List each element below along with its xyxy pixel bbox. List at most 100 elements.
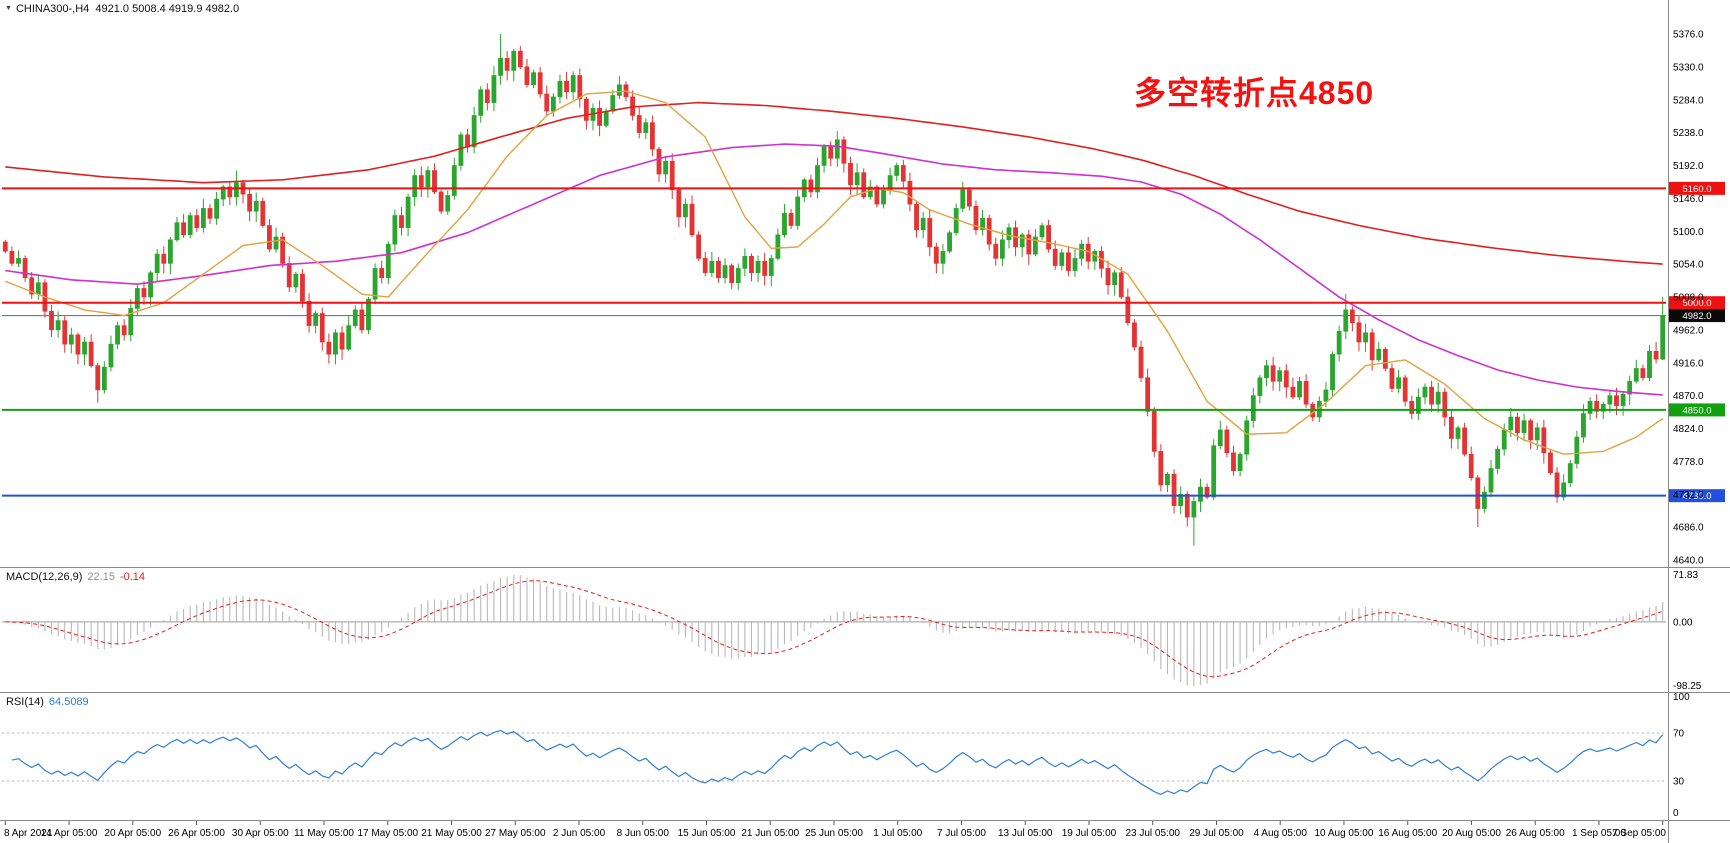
candle-body xyxy=(1534,427,1540,441)
candle-body xyxy=(1052,248,1058,266)
candle-body xyxy=(1396,377,1401,389)
candle-body xyxy=(1627,381,1633,395)
ma-line-medium-magenta xyxy=(5,143,1663,396)
candle-body xyxy=(16,258,21,264)
candle-body xyxy=(1138,346,1144,379)
candle-body xyxy=(1112,272,1118,286)
candle-body xyxy=(1211,445,1217,498)
price-level-tag-text: 4730.0 xyxy=(1682,491,1711,502)
candle-body xyxy=(1614,395,1619,406)
candle-body xyxy=(35,282,41,295)
candle-body xyxy=(669,160,675,191)
candle-body xyxy=(1039,225,1045,238)
candle-body xyxy=(702,258,708,274)
candle-body xyxy=(445,195,451,212)
candle-body xyxy=(881,189,886,205)
time-axis-label: 29 Jul 05:00 xyxy=(1189,828,1244,839)
candle-body xyxy=(1323,389,1329,402)
candle-body xyxy=(616,84,622,96)
time-axis-label: 14 Apr 05:00 xyxy=(41,828,98,839)
candle-body xyxy=(1653,351,1659,360)
candle-body xyxy=(1415,396,1421,414)
candle-body xyxy=(1250,395,1256,421)
price-level-tag-text: 4850.0 xyxy=(1682,405,1711,416)
candle-body xyxy=(1204,486,1210,498)
time-axis-label: 13 Jul 05:00 xyxy=(998,828,1053,839)
time-axis-label: 1 Jul 05:00 xyxy=(873,828,922,839)
price-axis-label: 5054.0 xyxy=(1673,260,1704,271)
candle-body xyxy=(181,222,186,236)
rsi-line xyxy=(11,729,1664,796)
candle-body xyxy=(1369,332,1375,361)
candle-body xyxy=(1297,381,1302,398)
candle-body xyxy=(1468,453,1474,479)
candle-body xyxy=(339,332,345,350)
candle-body xyxy=(1303,381,1309,405)
candle-body xyxy=(735,268,741,284)
candle-body xyxy=(207,208,213,219)
price-axis-label: 5100.0 xyxy=(1673,227,1704,238)
candle-body xyxy=(286,263,292,288)
candle-body xyxy=(980,218,985,231)
candle-body xyxy=(828,146,834,159)
horizontal-levels xyxy=(2,187,1666,497)
time-axis-label: 2 Jun 05:00 xyxy=(553,828,606,839)
price-axis-label: 5008.0 xyxy=(1673,293,1704,304)
macd-main-value: 22.15 xyxy=(87,571,115,583)
candle-body xyxy=(683,203,688,218)
current-price-tag xyxy=(1669,309,1725,323)
candle-body xyxy=(108,343,114,368)
candle-body xyxy=(1231,452,1236,471)
price-level-tag xyxy=(1669,403,1725,417)
price-axis-label: 5192.0 xyxy=(1673,161,1704,172)
candle-body xyxy=(933,246,939,264)
candle-body xyxy=(267,225,272,250)
candle-body xyxy=(854,172,860,186)
candle-body xyxy=(1171,473,1177,506)
candle-body xyxy=(68,334,74,345)
price-axis-label: 4870.0 xyxy=(1673,391,1704,402)
candle-body xyxy=(1376,348,1382,361)
candle-body xyxy=(1409,401,1415,414)
candle-body xyxy=(1567,463,1573,484)
candle-body xyxy=(451,165,457,196)
candle-body xyxy=(372,268,378,300)
time-axis-label: 1 Sep 05:00 xyxy=(1572,828,1626,839)
candle-body xyxy=(418,175,424,188)
candle-body xyxy=(550,96,556,112)
candle-body xyxy=(821,146,827,166)
price-level-tag-text: 5160.0 xyxy=(1682,184,1711,195)
ma-line-slow-red xyxy=(5,101,1663,265)
candle-body xyxy=(1495,448,1501,469)
candle-body xyxy=(1633,368,1639,382)
candle-body xyxy=(1264,365,1269,379)
candle-body xyxy=(1349,309,1355,324)
candle-body xyxy=(247,193,253,212)
candle-body xyxy=(834,139,840,159)
candle-body xyxy=(524,66,530,86)
time-axis-label: 20 Apr 05:00 xyxy=(104,828,161,839)
candle-body xyxy=(531,72,536,86)
candle-body xyxy=(29,277,35,295)
candle-body xyxy=(848,163,853,186)
candle-body xyxy=(986,218,992,245)
candle-body xyxy=(1046,225,1052,250)
candle-body xyxy=(1026,234,1032,255)
candle-body xyxy=(742,255,748,269)
time-axis-label: 16 Aug 05:00 xyxy=(1378,828,1437,839)
candle-body xyxy=(115,325,120,345)
candle-body xyxy=(187,215,193,236)
time-axis-label: 21 May 05:00 xyxy=(421,828,482,839)
candle-body xyxy=(894,165,900,176)
candle-body xyxy=(788,213,794,226)
macd-axis-label: 71.83 xyxy=(1673,570,1698,581)
candle-body xyxy=(920,218,926,231)
price-axis-label: 5238.0 xyxy=(1673,128,1704,139)
candle-body xyxy=(570,75,576,93)
candle-body xyxy=(1283,370,1289,388)
price-axis[interactable]: 5160.0 5000.0 4850.0 4730.0 4982.0 5376.0 5330… xyxy=(1669,30,1725,567)
candle-body xyxy=(1178,493,1184,506)
